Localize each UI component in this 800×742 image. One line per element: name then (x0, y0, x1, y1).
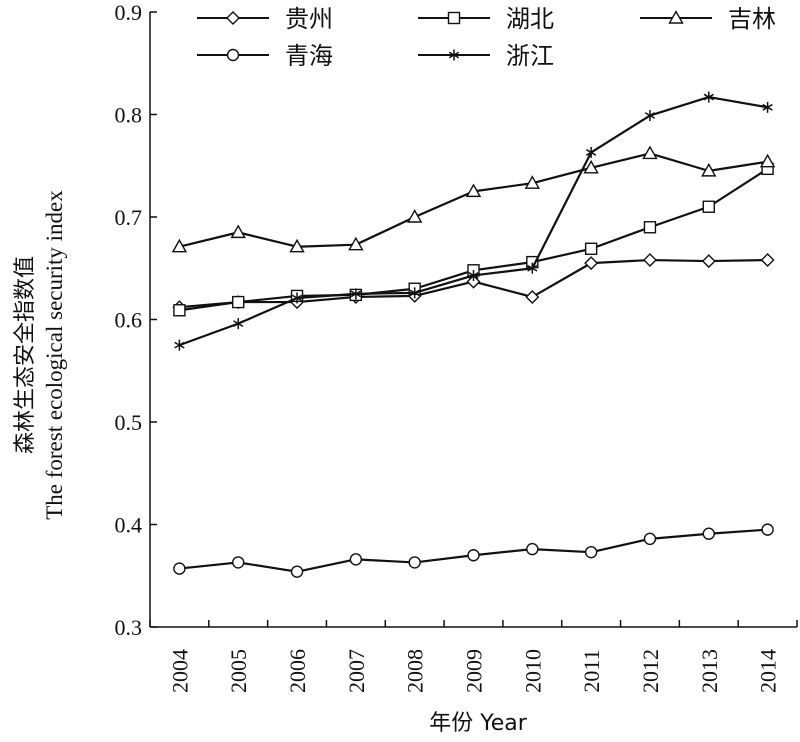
x-tick-label: 2014 (756, 649, 781, 693)
data-point-star (644, 110, 656, 122)
data-point-triangle (171, 238, 188, 253)
data-point-star (585, 146, 597, 158)
data-point-triangle (406, 209, 423, 223)
legend-label: 浙江 (506, 42, 554, 70)
data-point-circle (232, 556, 245, 569)
data-point-diamond (584, 256, 599, 271)
data-point-star (174, 339, 185, 351)
data-point-square (584, 242, 598, 255)
data-point-circle (702, 527, 715, 540)
x-tick-label: 2013 (697, 649, 722, 693)
tick-labels: 0.3 0.4 0.5 0.6 0.7 0.8 0.9 2004 2005 2006 2007 200… (115, 0, 781, 693)
data-point-star (527, 262, 538, 274)
y-axis-title-en: The forest ecological security index (42, 190, 67, 520)
legend-item-diamond: 贵州 (197, 5, 333, 33)
data-point-star (409, 287, 420, 299)
data-point-triangle (230, 224, 246, 239)
data-point-circle (349, 553, 363, 566)
legend-item-triangle: 吉林 (640, 5, 776, 33)
data-point-circle (226, 48, 240, 62)
data-point-circle (290, 565, 304, 578)
data-point-diamond (466, 274, 481, 289)
series-line (179, 152, 768, 248)
legend-item-star: 浙江 (418, 42, 554, 70)
y-tick-label: 0.8 (115, 103, 143, 128)
y-tick-label: 0.6 (115, 308, 143, 333)
legend-label: 贵州 (285, 5, 333, 33)
data-point-circle (408, 556, 421, 569)
data-point-square (643, 221, 657, 234)
series-diamond (172, 253, 775, 315)
data-point-square (702, 200, 715, 213)
data-point-star (291, 292, 303, 304)
data-point-circle (761, 523, 774, 536)
data-point-square (232, 295, 245, 309)
y-tick-label: 0.4 (115, 513, 143, 538)
x-axis-title: 年份 Year (429, 711, 528, 736)
x-tick-label: 2008 (403, 649, 428, 693)
x-tick-label: 2004 (167, 649, 192, 693)
data-point-diamond (701, 254, 716, 269)
x-tick-label: 2009 (462, 649, 487, 693)
y-tick-label: 0.7 (115, 205, 143, 230)
data-point-star (350, 288, 362, 300)
legend-label: 青海 (285, 42, 333, 70)
y-tick-label: 0.9 (115, 0, 143, 25)
legend-item-circle: 青海 (197, 42, 333, 70)
data-point-triangle (524, 175, 541, 189)
data-point-triangle (289, 238, 305, 253)
axes (149, 11, 798, 628)
data-point-star (762, 101, 773, 113)
data-point-diamond (525, 289, 540, 304)
data-point-circle (584, 545, 598, 559)
data-point-triangle (348, 236, 364, 251)
data-point-star (448, 49, 460, 61)
y-tick-label: 0.3 (115, 615, 143, 640)
x-tick-label: 2010 (520, 649, 545, 693)
x-tick-label: 2012 (638, 649, 663, 693)
series-triangle (171, 145, 776, 253)
series-circle (173, 523, 774, 578)
data-point-square (173, 304, 186, 317)
series-star (174, 91, 773, 351)
data-point-diamond (226, 11, 240, 25)
x-tick-label: 2011 (579, 649, 604, 692)
x-tick-label: 2005 (226, 649, 251, 693)
data-point-circle (526, 542, 539, 556)
data-point-triangle (465, 183, 482, 198)
legend-label: 吉林 (728, 5, 776, 33)
data-point-circle (173, 562, 186, 575)
x-tick-label: 2007 (344, 649, 369, 693)
y-tick-label: 0.5 (115, 410, 143, 435)
legend-item-square: 湖北 (418, 5, 554, 33)
data-point-star (233, 318, 244, 330)
data-point-diamond (642, 253, 657, 268)
series-group (171, 91, 776, 578)
x-tick-label: 2006 (285, 649, 310, 693)
data-point-diamond (760, 253, 775, 268)
data-point-star (468, 269, 479, 281)
y-axis-title-cn: 森林生态安全指数值 (13, 256, 38, 454)
data-point-circle (467, 549, 480, 562)
data-point-triangle (668, 10, 684, 24)
series-line (179, 95, 768, 347)
data-point-triangle (701, 162, 717, 177)
data-point-triangle (583, 159, 599, 174)
data-point-triangle (759, 153, 776, 168)
data-point-triangle (642, 145, 658, 160)
legend-label: 湖北 (506, 5, 554, 33)
data-point-star (703, 91, 714, 103)
data-point-circle (643, 532, 657, 546)
y-axis-title: 森林生态安全指数值 The forest ecological security… (13, 190, 67, 520)
data-point-square (447, 11, 461, 25)
